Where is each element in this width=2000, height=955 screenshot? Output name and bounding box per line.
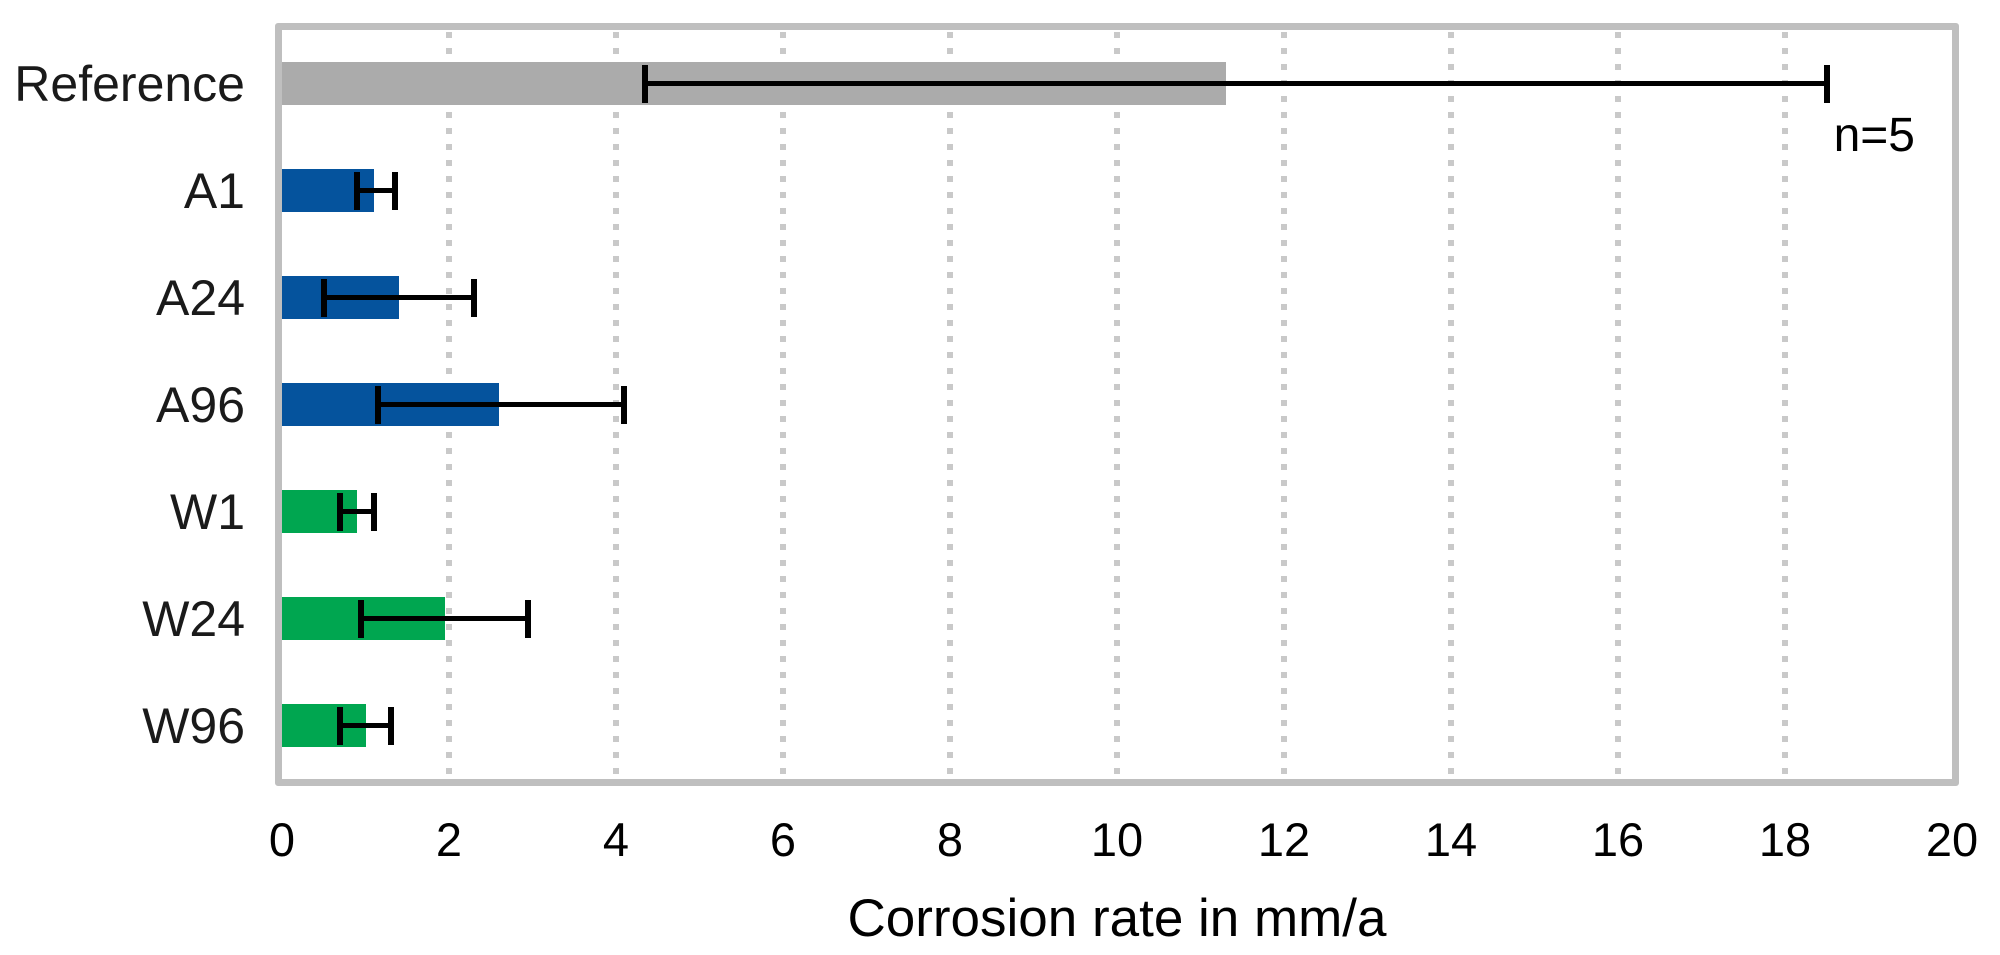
x-axis-title: Corrosion rate in mm/a xyxy=(847,889,1387,948)
error-cap-low-w24 xyxy=(358,599,365,638)
gridline-x-12 xyxy=(1281,32,1287,777)
error-cap-low-w1 xyxy=(337,492,344,531)
error-cap-low-a96 xyxy=(375,385,382,424)
error-bar-w1 xyxy=(340,509,374,514)
category-label-a96: A96 xyxy=(156,376,245,433)
x-tick-label-10: 10 xyxy=(1090,813,1144,866)
error-bar-w96 xyxy=(340,723,391,728)
plot-area xyxy=(275,23,1959,786)
gridline-x-10 xyxy=(1114,32,1120,777)
x-tick-label-4: 4 xyxy=(602,813,630,866)
gridline-x-8 xyxy=(947,32,953,777)
error-cap-high-reference xyxy=(1823,64,1830,103)
category-label-a24: A24 xyxy=(156,269,245,326)
x-tick-label-14: 14 xyxy=(1424,813,1478,866)
error-bar-w24 xyxy=(361,616,529,621)
error-bar-a24 xyxy=(323,295,475,300)
x-tick-label-16: 16 xyxy=(1591,813,1645,866)
x-tick-label-8: 8 xyxy=(936,813,964,866)
gridline-x-16 xyxy=(1615,32,1621,777)
error-cap-high-a24 xyxy=(471,278,478,317)
sample-size-annotation: n=5 xyxy=(1833,109,1915,162)
error-cap-high-w96 xyxy=(387,706,394,745)
error-cap-high-a96 xyxy=(621,385,628,424)
x-tick-label-18: 18 xyxy=(1758,813,1812,866)
error-bar-a1 xyxy=(357,188,395,193)
x-tick-label-20: 20 xyxy=(1925,813,1979,866)
error-cap-low-reference xyxy=(642,64,649,103)
category-label-a1: A1 xyxy=(183,162,245,219)
category-label-w96: W96 xyxy=(142,697,245,754)
error-cap-high-a1 xyxy=(391,171,398,210)
category-label-reference: Reference xyxy=(14,55,245,112)
error-cap-low-a24 xyxy=(320,278,327,317)
category-label-w1: W1 xyxy=(170,483,245,540)
x-tick-label-12: 12 xyxy=(1257,813,1311,866)
error-bar-reference xyxy=(645,81,1827,86)
plot-interior xyxy=(282,30,1952,779)
error-cap-high-w1 xyxy=(370,492,377,531)
x-tick-label-6: 6 xyxy=(769,813,797,866)
category-label-w24: W24 xyxy=(142,590,245,647)
gridline-x-6 xyxy=(780,32,786,777)
error-bar-a96 xyxy=(378,402,625,407)
error-cap-low-a1 xyxy=(354,171,361,210)
error-cap-low-w96 xyxy=(337,706,344,745)
x-tick-label-0: 0 xyxy=(268,813,296,866)
gridline-x-14 xyxy=(1448,32,1454,777)
gridline-x-18 xyxy=(1782,32,1788,777)
error-cap-high-w24 xyxy=(525,599,532,638)
x-tick-label-2: 2 xyxy=(435,813,463,866)
